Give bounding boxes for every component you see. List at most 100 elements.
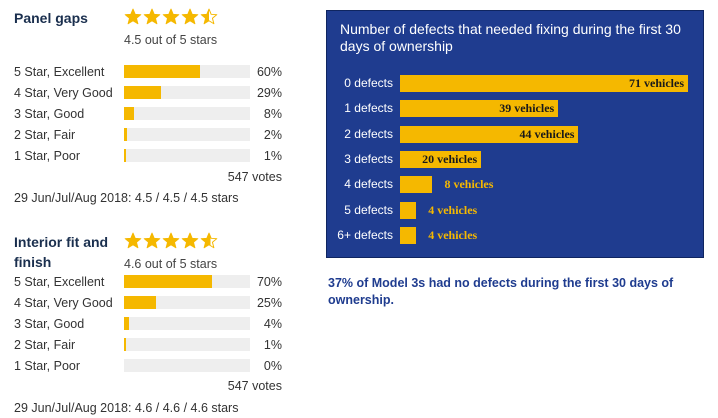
rating-breakdown: 5 Star, Excellent 70% 4 Star, Very Good … xyxy=(14,272,284,377)
chart-category-label: 1 defects xyxy=(344,101,393,116)
star-row xyxy=(124,232,284,254)
rating-bar-fill xyxy=(124,149,126,162)
vote-count: 547 votes xyxy=(227,379,282,393)
chart-category-label: 5 defects xyxy=(344,202,393,217)
star-rating: 4.6 out of 5 stars xyxy=(124,232,284,271)
chart-category-label: 0 defects xyxy=(344,76,393,90)
rating-bar-track xyxy=(124,86,250,99)
star-icon xyxy=(200,8,218,26)
chart-value-label: 71 vehicles xyxy=(629,76,684,90)
rating-row-label: 4 Star, Very Good xyxy=(14,296,113,310)
chart-row: 5 defects 4 vehicles xyxy=(327,201,705,219)
star-icon xyxy=(181,232,199,250)
rating-row: 4 Star, Very Good 29% xyxy=(14,83,284,104)
star-icon xyxy=(200,232,218,250)
rating-row-percent: 0% xyxy=(263,359,282,373)
rating-bar-fill xyxy=(124,86,161,99)
chart-value-label: 8 vehicles xyxy=(444,177,494,192)
rating-row-percent: 60% xyxy=(256,65,282,79)
rating-row: 5 Star, Excellent 70% xyxy=(14,272,284,293)
chart-caption: 37% of Model 3s had no defects during th… xyxy=(328,276,674,307)
rating-bar-fill xyxy=(124,275,213,288)
chart-bar xyxy=(400,176,433,194)
rating-row-label: 5 Star, Excellent xyxy=(14,275,105,289)
rating-row-percent: 2% xyxy=(263,128,282,142)
star-icon xyxy=(162,8,180,26)
rating-bar-track xyxy=(124,275,250,288)
rating-bar-track xyxy=(124,359,250,372)
rating-row: 5 Star, Excellent 60% xyxy=(14,62,284,83)
star-icon xyxy=(181,8,199,26)
chart-bar xyxy=(400,201,417,219)
rating-row: 2 Star, Fair 1% xyxy=(14,335,284,356)
star-icon xyxy=(143,232,161,250)
chart-row: 3 defects 20 vehicles xyxy=(327,150,705,168)
rating-row-percent: 4% xyxy=(263,317,282,331)
star-icon xyxy=(162,232,180,250)
star-row xyxy=(124,8,284,30)
rating-row: 3 Star, Good 4% xyxy=(14,314,284,335)
rating-row-label: 3 Star, Good xyxy=(14,317,85,331)
chart-title: Number of defects that needed fixing dur… xyxy=(340,21,681,54)
rating-bar-fill xyxy=(124,296,156,309)
rating-bar-fill xyxy=(124,338,126,351)
rating-row-label: 2 Star, Fair xyxy=(14,338,76,352)
rating-row-label: 5 Star, Excellent xyxy=(14,65,105,79)
rating-row-percent: 29% xyxy=(256,86,282,100)
star-rating: 4.5 out of 5 stars xyxy=(124,8,284,47)
chart-value-label: 20 vehicles xyxy=(422,151,478,166)
rating-bar-track xyxy=(124,128,250,141)
chart-row: 4 defects 8 vehicles xyxy=(327,176,705,194)
chart-category-label: 6+ defects xyxy=(337,227,393,242)
rating-bar-fill xyxy=(124,107,135,120)
category-title: Panel gaps xyxy=(14,10,88,26)
chart-value-label: 44 vehicles xyxy=(519,126,575,141)
rating-bar-fill xyxy=(124,317,130,330)
defects-chart: Number of defects that needed fixing dur… xyxy=(326,10,704,258)
rating-row-label: 4 Star, Very Good xyxy=(14,86,113,100)
rating-row-label: 1 Star, Poor xyxy=(14,359,81,373)
rating-row: 1 Star, Poor 0% xyxy=(14,356,284,377)
rating-summary: 29 Jun/Jul/Aug 2018: 4.6 / 4.6 / 4.6 sta… xyxy=(14,401,239,415)
chart-value-label: 39 vehicles xyxy=(499,101,555,116)
rating-bar-track xyxy=(124,317,250,330)
chart-row: 1 defects 39 vehicles xyxy=(327,100,705,118)
star-icon xyxy=(124,232,142,250)
rating-row-percent: 70% xyxy=(256,275,282,289)
chart-category-label: 4 defects xyxy=(344,177,393,192)
rating-bar-track xyxy=(124,338,250,351)
rating-row: 4 Star, Very Good 25% xyxy=(14,293,284,314)
rating-summary: 29 Jun/Jul/Aug 2018: 4.5 / 4.5 / 4.5 sta… xyxy=(14,191,239,205)
rating-bar-track xyxy=(124,149,250,162)
stars-text: 4.5 out of 5 stars xyxy=(124,33,218,47)
chart-bar xyxy=(400,226,417,244)
rating-row: 3 Star, Good 8% xyxy=(14,104,284,125)
rating-bar-fill xyxy=(124,65,200,78)
rating-row-percent: 25% xyxy=(256,296,282,310)
chart-row: 6+ defects 4 vehicles xyxy=(327,226,705,244)
chart-value-label: 4 vehicles xyxy=(428,227,478,242)
rating-row: 2 Star, Fair 2% xyxy=(14,125,284,146)
chart-category-label: 3 defects xyxy=(344,151,393,166)
chart-row: 0 defects 71 vehicles xyxy=(327,75,705,92)
rating-bar-track xyxy=(124,107,250,120)
rating-row-percent: 1% xyxy=(263,149,282,163)
rating-row-percent: 8% xyxy=(263,107,282,121)
rating-bar-fill xyxy=(124,128,127,141)
rating-bar-track xyxy=(124,296,250,309)
chart-bar xyxy=(400,150,482,168)
rating-row-label: 2 Star, Fair xyxy=(14,128,76,142)
chart-bar xyxy=(400,125,579,143)
star-icon xyxy=(124,8,142,26)
star-icon xyxy=(143,8,161,26)
chart-value-label: 4 vehicles xyxy=(428,202,478,217)
rating-row: 1 Star, Poor 1% xyxy=(14,146,284,167)
rating-row-label: 1 Star, Poor xyxy=(14,149,81,163)
stars-text: 4.6 out of 5 stars xyxy=(124,257,218,271)
rating-row-label: 3 Star, Good xyxy=(14,107,85,121)
rating-bar-track xyxy=(124,65,250,78)
chart-bar xyxy=(400,100,559,118)
chart-bar xyxy=(400,75,688,92)
chart-category-label: 2 defects xyxy=(344,126,393,141)
vote-count: 547 votes xyxy=(227,170,282,184)
